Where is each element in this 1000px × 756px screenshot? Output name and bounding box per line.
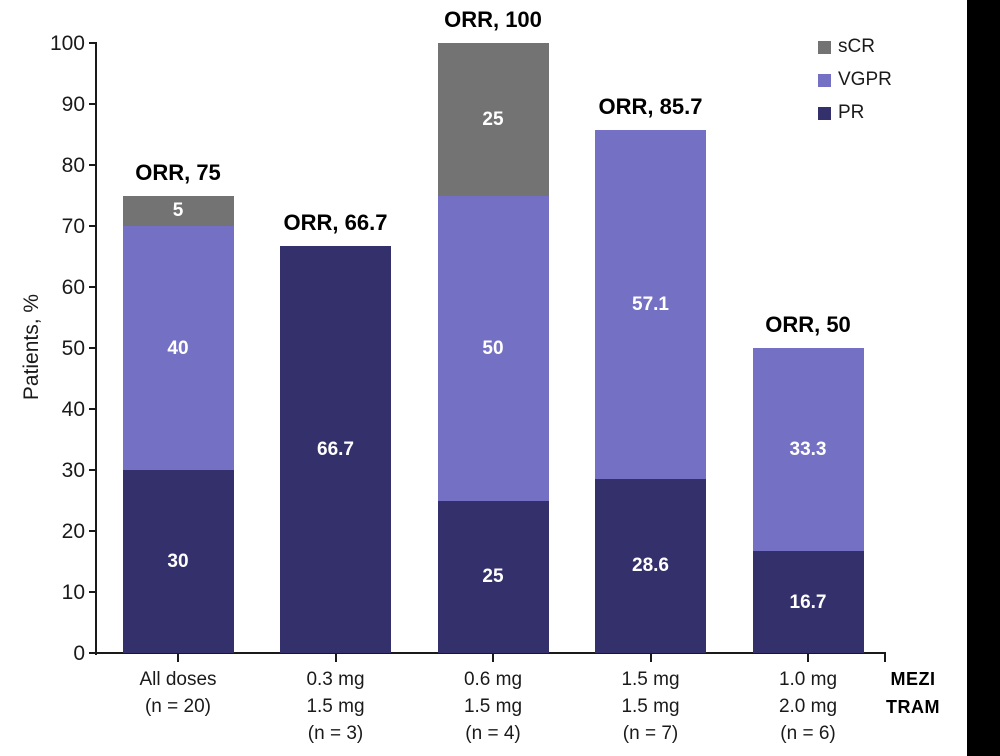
y-tick	[89, 347, 97, 349]
segment-value-label: 57.1	[632, 293, 669, 315]
y-tick	[89, 103, 97, 105]
x-category-line: 2.0 mg	[778, 696, 838, 717]
x-tick	[177, 654, 179, 662]
x-tick	[334, 654, 337, 662]
y-tick-label: 70	[61, 215, 85, 238]
x-category-line: 1.5 mg	[306, 696, 365, 717]
y-tick	[89, 42, 97, 44]
bar-segment-scr: 5	[122, 195, 234, 226]
segment-value-label: 16.7	[789, 591, 827, 613]
segment-value-label: 30	[167, 551, 189, 572]
x-category-line: 1.0 mg	[778, 669, 838, 690]
orr-total-label: ORR, 100	[444, 7, 542, 32]
x-category-label: 1.0 mg 2.0 mg (n = 6)	[733, 666, 883, 747]
right-black-strip	[967, 0, 1000, 756]
orr-total-label: ORR, 50	[765, 312, 851, 337]
legend-label: VGPR	[838, 69, 892, 90]
drug-row-label-tram: TRAM	[886, 697, 940, 717]
x-axis-line	[95, 652, 886, 654]
y-tick-label: 80	[61, 154, 85, 177]
legend-label: PR	[838, 102, 865, 123]
legend-item-vgpr: VGPR	[818, 70, 892, 90]
y-tick	[89, 469, 97, 471]
y-tick-label: 20	[61, 520, 85, 543]
x-category-line: (n = 7)	[622, 723, 679, 744]
legend: sCR VGPR PR	[818, 37, 892, 136]
x-category-line: (n = 20)	[144, 696, 211, 717]
legend-swatch-vgpr	[818, 73, 831, 87]
segment-value-label: 33.3	[789, 439, 827, 461]
segment-value-label: 66.7	[317, 439, 354, 461]
orr-total-label: ORR, 75	[135, 159, 221, 185]
y-tick	[89, 164, 97, 166]
legend-label: sCR	[838, 36, 875, 57]
legend-swatch-scr	[818, 40, 831, 54]
x-category-line: 0.6 mg	[463, 669, 523, 690]
y-tick	[89, 286, 97, 288]
x-category-line: (n = 4)	[465, 723, 521, 744]
y-tick-label: 40	[61, 398, 85, 421]
orr-total-label: ORR, 85.7	[598, 94, 703, 120]
legend-swatch-pr	[818, 106, 831, 120]
x-axis-end-tick	[884, 654, 886, 662]
bar-segment-pr: 30	[122, 470, 234, 653]
y-tick-label: 50	[61, 337, 85, 360]
y-tick-label: 0	[73, 642, 85, 665]
x-category-line: All doses	[139, 669, 217, 690]
bar-segment-scr: 25	[437, 43, 549, 196]
segment-value-label: 50	[482, 337, 504, 359]
y-tick	[89, 530, 97, 532]
segment-value-label: 25	[482, 108, 504, 130]
x-category-line: 1.5 mg	[621, 669, 680, 690]
bar-segment-pr: 16.7	[752, 551, 864, 653]
bar-segment-vgpr: 57.1	[595, 130, 706, 479]
y-tick-label: 10	[61, 581, 85, 604]
bar-segment-vgpr: 50	[437, 195, 549, 501]
x-tick	[492, 654, 494, 662]
x-category-line: (n = 6)	[780, 723, 836, 744]
bar-segment-vgpr: 40	[122, 226, 234, 470]
segment-value-label: 5	[172, 200, 184, 222]
y-tick-label: 90	[61, 93, 85, 116]
x-category-label: 0.3 mg 1.5 mg (n = 3)	[261, 666, 411, 747]
bar-segment-vgpr: 33.3	[752, 348, 864, 552]
segment-value-label: 40	[167, 337, 189, 359]
segment-value-label: 28.6	[632, 555, 669, 577]
bar-segment-pr: 28.6	[595, 478, 706, 653]
orr-total-label: ORR, 66.7	[283, 210, 388, 236]
drug-row-label-mezi: MEZI	[890, 669, 936, 689]
legend-item-scr: sCR	[818, 37, 892, 57]
y-tick-label: 60	[61, 276, 85, 299]
x-tick	[807, 654, 809, 662]
y-tick-label: 100	[49, 32, 85, 55]
x-category-label: 1.5 mg 1.5 mg (n = 7)	[576, 666, 726, 747]
x-category-label: 0.6 mg 1.5 mg (n = 4)	[418, 666, 568, 747]
x-category-line: 1.5 mg	[621, 696, 680, 717]
x-category-line: (n = 3)	[307, 723, 364, 744]
y-tick	[89, 591, 97, 593]
segment-value-label: 25	[482, 566, 504, 588]
y-tick	[89, 408, 97, 410]
bar-segment-pr: 25	[437, 500, 549, 653]
x-tick	[649, 654, 652, 662]
legend-item-pr: PR	[818, 103, 892, 123]
x-category-label: All doses (n = 20)	[103, 666, 253, 720]
x-category-line: 1.5 mg	[463, 696, 523, 717]
y-tick-label: 30	[61, 459, 85, 482]
bar-segment-pr: 66.7	[280, 246, 391, 653]
y-tick	[89, 225, 97, 227]
y-tick	[89, 652, 97, 654]
x-category-line: 0.3 mg	[306, 669, 365, 690]
